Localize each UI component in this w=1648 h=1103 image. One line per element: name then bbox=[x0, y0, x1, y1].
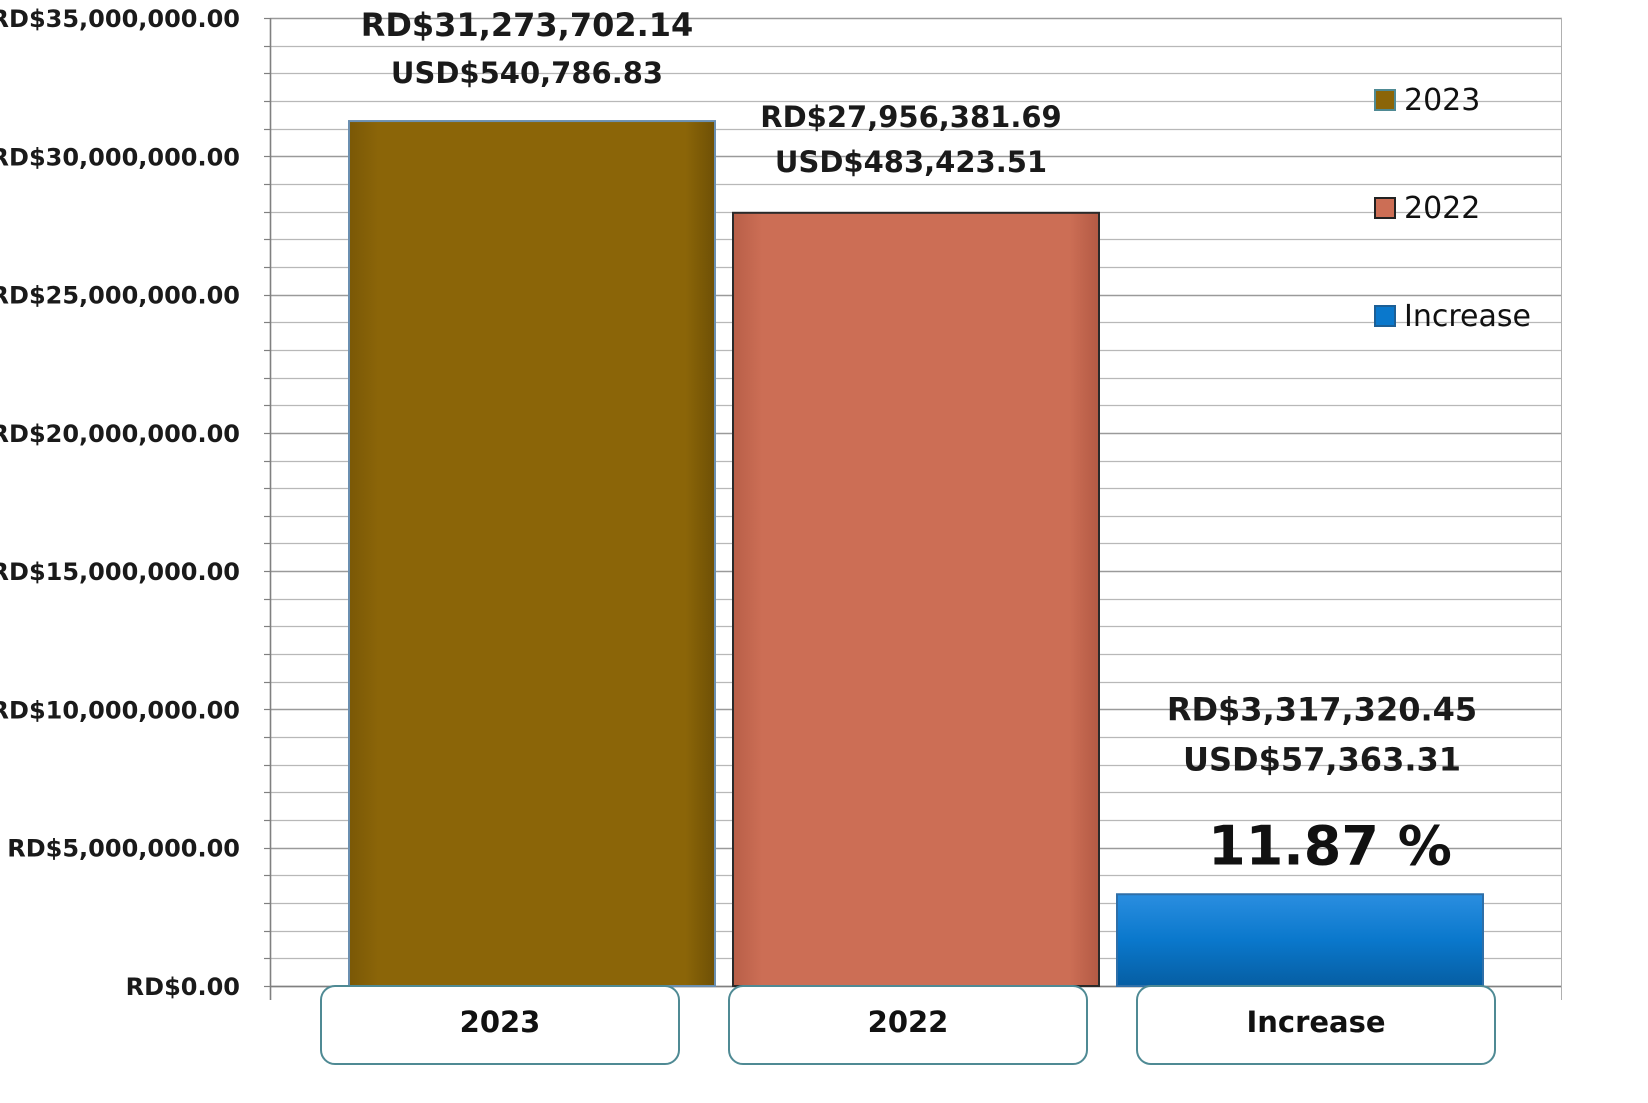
y-tick-label: RD$30,000,000.00 bbox=[0, 143, 240, 171]
legend-swatch-increase bbox=[1374, 305, 1396, 327]
x-tick-label: 2022 bbox=[868, 1005, 949, 1039]
y-tick-label: RD$15,000,000.00 bbox=[0, 558, 240, 586]
data-label-rd: RD$27,956,381.69 bbox=[760, 100, 1061, 134]
y-tick-label: RD$5,000,000.00 bbox=[7, 835, 240, 863]
legend-swatch-2022 bbox=[1374, 197, 1396, 219]
x-axis-categories: 2023 2022 Increase bbox=[320, 985, 1496, 1065]
data-label-usd: USD$57,363.31 bbox=[1183, 740, 1461, 778]
x-tick-label: Increase bbox=[1246, 1005, 1385, 1039]
legend-label: Increase bbox=[1404, 299, 1531, 334]
y-tick-label: RD$20,000,000.00 bbox=[0, 420, 240, 448]
data-label-usd: USD$483,423.51 bbox=[775, 145, 1047, 179]
category-box bbox=[320, 985, 680, 1065]
legend-label: 2022 bbox=[1404, 191, 1480, 226]
legend-label: 2023 bbox=[1404, 83, 1480, 118]
data-label-rd: RD$3,317,320.45 bbox=[1167, 690, 1477, 728]
y-tick-label: RD$10,000,000.00 bbox=[0, 696, 240, 724]
data-label-rd: RD$31,273,702.14 bbox=[361, 6, 694, 44]
y-tick-label: RD$25,000,000.00 bbox=[0, 282, 240, 310]
legend-swatch-2023 bbox=[1374, 89, 1396, 111]
data-labels: RD$31,273,702.14 USD$540,786.83 RD$27,956,… bbox=[361, 6, 1477, 877]
category-box bbox=[1136, 985, 1496, 1065]
data-label-usd: USD$540,786.83 bbox=[391, 56, 663, 90]
y-tick-label: RD$0.00 bbox=[126, 973, 240, 1001]
x-tick-label: 2023 bbox=[460, 1005, 541, 1039]
bar-increase bbox=[1116, 893, 1484, 987]
category-box bbox=[728, 985, 1088, 1065]
bar-2022 bbox=[732, 211, 1100, 988]
legend: 2023 2022 Increase bbox=[1374, 83, 1531, 334]
bars bbox=[348, 120, 1484, 988]
y-tick-label: RD$35,000,000.00 bbox=[0, 5, 240, 33]
bar-2023 bbox=[348, 120, 716, 987]
increase-percent-label: 11.87 % bbox=[1208, 814, 1452, 877]
